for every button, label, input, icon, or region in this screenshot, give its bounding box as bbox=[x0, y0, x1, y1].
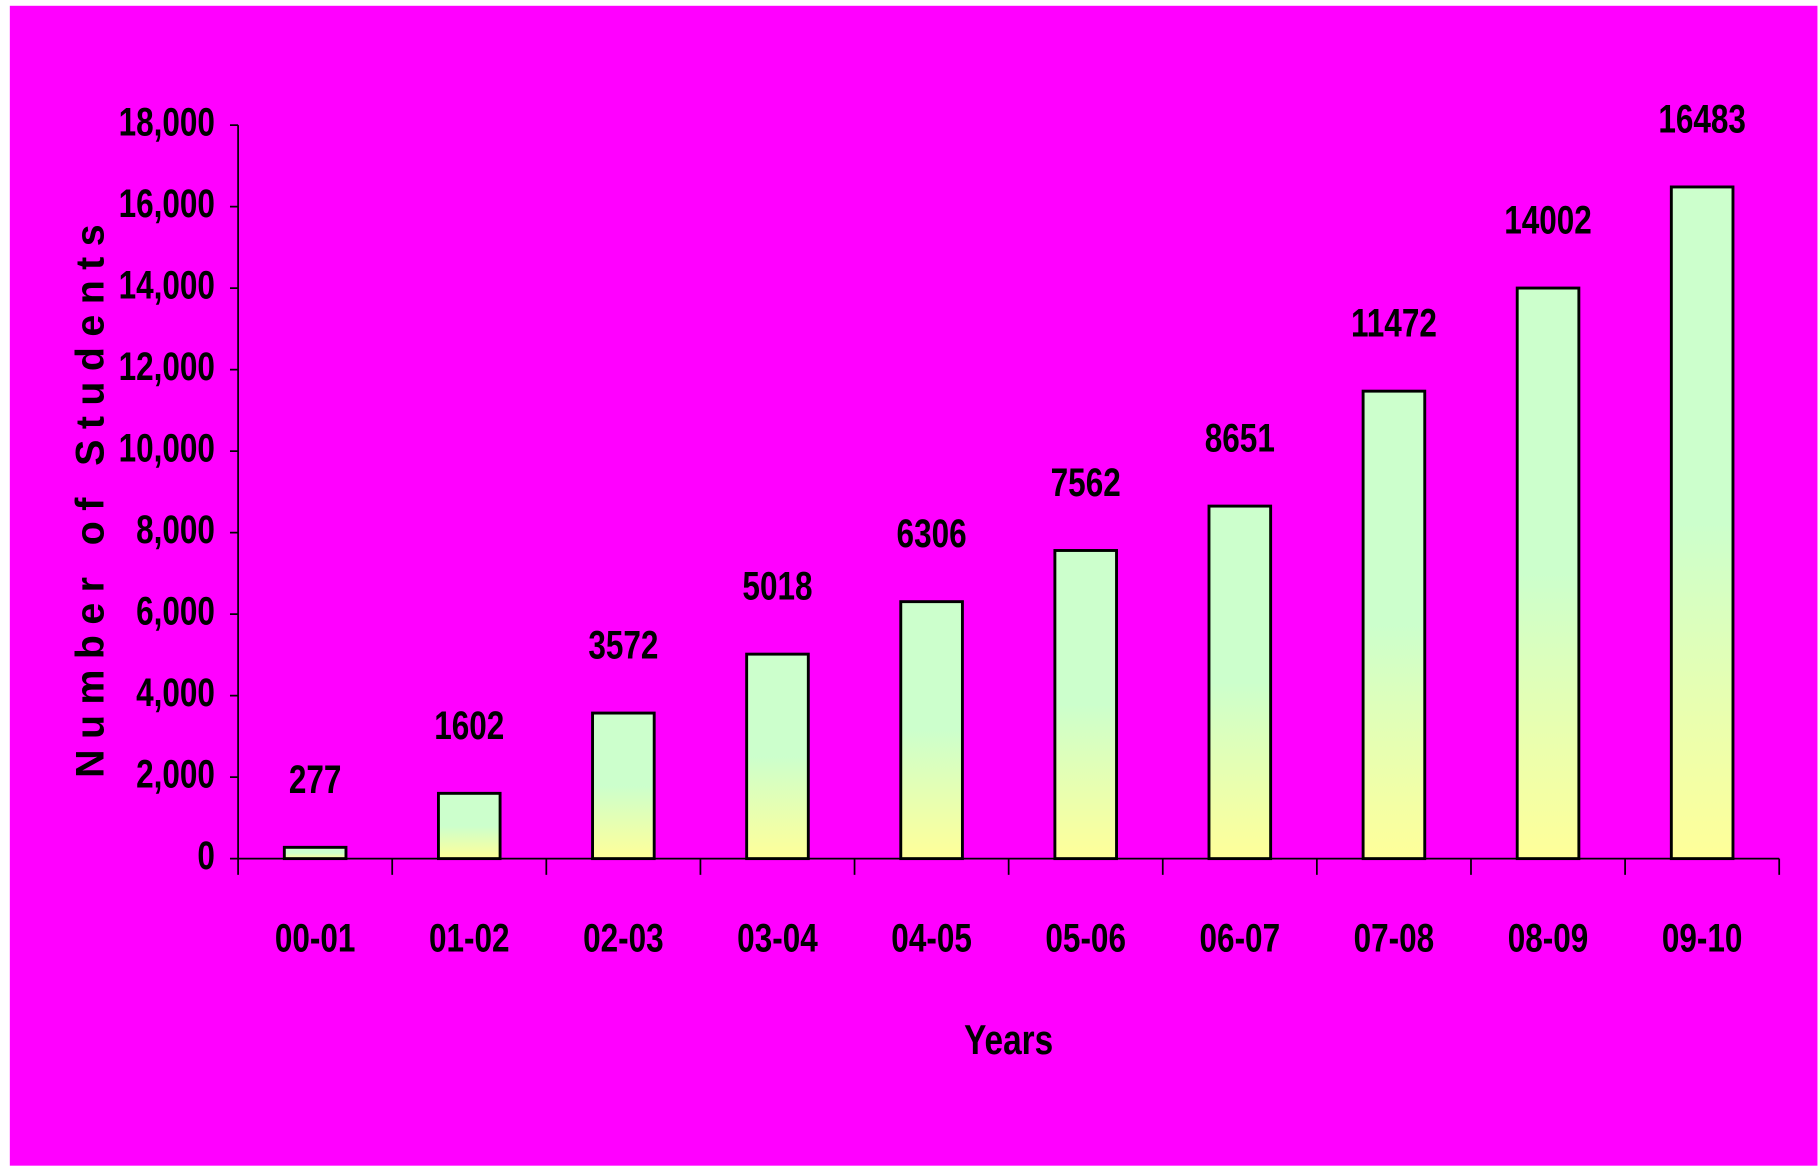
y-tick-label: 18,000 bbox=[119, 100, 215, 144]
bar bbox=[745, 652, 810, 861]
bar bbox=[591, 711, 656, 861]
x-tick-label: 07-08 bbox=[1354, 916, 1435, 960]
value-label: 6306 bbox=[897, 512, 967, 556]
value-label: 14002 bbox=[1504, 198, 1592, 242]
bar bbox=[436, 791, 502, 861]
x-tick-label: 02-03 bbox=[583, 916, 664, 960]
value-label: 277 bbox=[289, 758, 342, 802]
bar bbox=[1669, 185, 1735, 861]
bar bbox=[1361, 389, 1427, 861]
y-tick-label: 14,000 bbox=[119, 263, 215, 307]
value-label: 5018 bbox=[742, 564, 812, 608]
bar bbox=[1515, 286, 1581, 861]
x-tick-label: 03-04 bbox=[737, 916, 818, 960]
y-tick-label: 16,000 bbox=[119, 182, 215, 226]
x-tick-label: 06-07 bbox=[1200, 916, 1281, 960]
y-tick-label: 2,000 bbox=[136, 752, 215, 796]
value-label: 16483 bbox=[1658, 97, 1746, 141]
y-tick-label: 4,000 bbox=[136, 671, 215, 715]
x-axis-title: Years bbox=[964, 1017, 1053, 1063]
x-tick-label: 05-06 bbox=[1045, 916, 1126, 960]
x-tick-label: 01-02 bbox=[429, 916, 510, 960]
bar bbox=[282, 845, 348, 861]
x-tick-label: 08-09 bbox=[1508, 916, 1589, 960]
bar bbox=[1053, 549, 1118, 861]
x-tick-label: 00-01 bbox=[275, 916, 356, 960]
x-tick-label: 04-05 bbox=[891, 916, 972, 960]
bar bbox=[1207, 504, 1273, 861]
y-tick-label: 12,000 bbox=[119, 345, 215, 389]
value-label: 3572 bbox=[588, 623, 658, 667]
y-tick-label: 6,000 bbox=[136, 589, 215, 633]
y-tick-label: 0 bbox=[197, 834, 215, 878]
value-label: 11472 bbox=[1351, 301, 1437, 345]
value-label: 1602 bbox=[434, 704, 504, 748]
x-tick-label: 09-10 bbox=[1662, 916, 1743, 960]
bar bbox=[899, 600, 964, 861]
value-label: 7562 bbox=[1051, 461, 1121, 505]
y-tick-label: 10,000 bbox=[119, 426, 215, 470]
y-axis-title: Number of Students bbox=[69, 214, 113, 778]
y-tick-label: 8,000 bbox=[136, 508, 215, 552]
value-label: 8651 bbox=[1205, 416, 1275, 460]
